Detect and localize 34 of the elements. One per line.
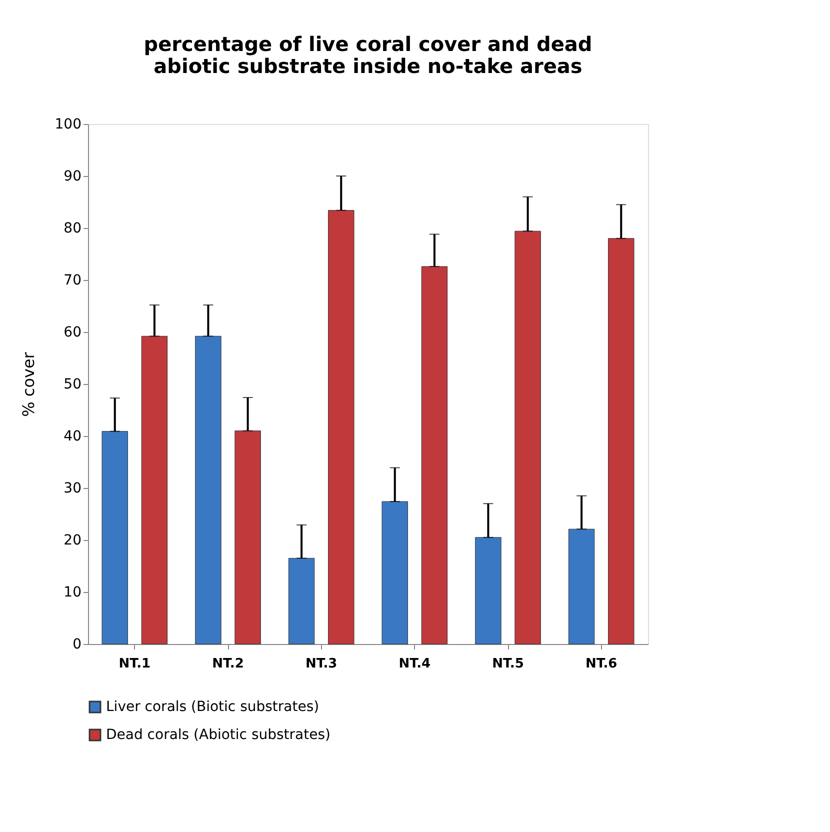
bar [568,528,595,644]
x-tick-label: NT.2 [212,656,244,672]
legend-label: Liver corals (Biotic substrates) [106,699,320,715]
bar [234,430,261,644]
bar [421,266,448,644]
y-tick-label: 90 [64,168,82,184]
y-tick-label: 80 [64,220,82,236]
text: abiotic substrate inside no-take areas [154,54,582,78]
bar [328,210,354,644]
y-tick-label: 40 [64,428,82,444]
x-tick-label: NT.1 [118,656,151,672]
y-tick-label: 30 [64,480,82,496]
y-axis-title: % cover [18,352,38,417]
y-tick-label: 60 [64,324,82,340]
y-tick-label: 50 [64,376,82,392]
bar [514,230,541,644]
bar [475,537,502,644]
bar [195,336,222,644]
y-tick-label: 10 [64,584,82,600]
text: percentage of live coral cover and dead [144,32,592,56]
y-tick-label: 0 [72,636,82,652]
x-tick-label: NT.3 [305,656,338,672]
x-tick-label: NT.4 [398,656,431,672]
y-tick-label: 70 [64,272,82,288]
bar [288,558,315,644]
y-tick-label: 100 [54,116,82,132]
y-tick-label: 20 [64,532,82,548]
bar [141,336,168,644]
bar [608,238,634,644]
legend-label: Dead corals (Abiotic substrates) [106,727,330,743]
x-tick-label: NT.6 [585,656,618,672]
x-tick-label: NT.5 [492,656,524,672]
bar [102,431,128,644]
bar [382,501,408,644]
